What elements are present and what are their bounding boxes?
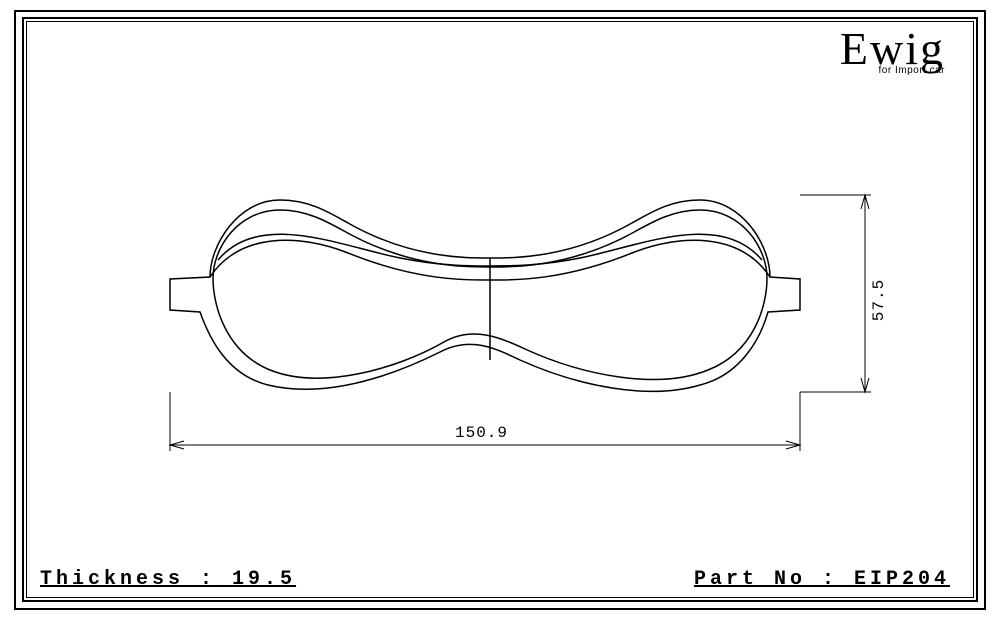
dim-width-value: 150.9 (455, 424, 508, 442)
thickness-field: Thickness : 19.5 (40, 568, 296, 591)
partno-value: EIP204 (854, 568, 950, 591)
dim-height-value: 57.5 (870, 279, 888, 321)
part-number-field: Part No : EIP204 (694, 568, 950, 591)
thickness-value: 19.5 (232, 568, 296, 591)
thickness-label: Thickness : (40, 568, 216, 591)
partno-label: Part No : (694, 568, 838, 591)
technical-drawing: 150.9 57.5 (0, 0, 1000, 621)
pad-outer-outline (170, 200, 800, 391)
